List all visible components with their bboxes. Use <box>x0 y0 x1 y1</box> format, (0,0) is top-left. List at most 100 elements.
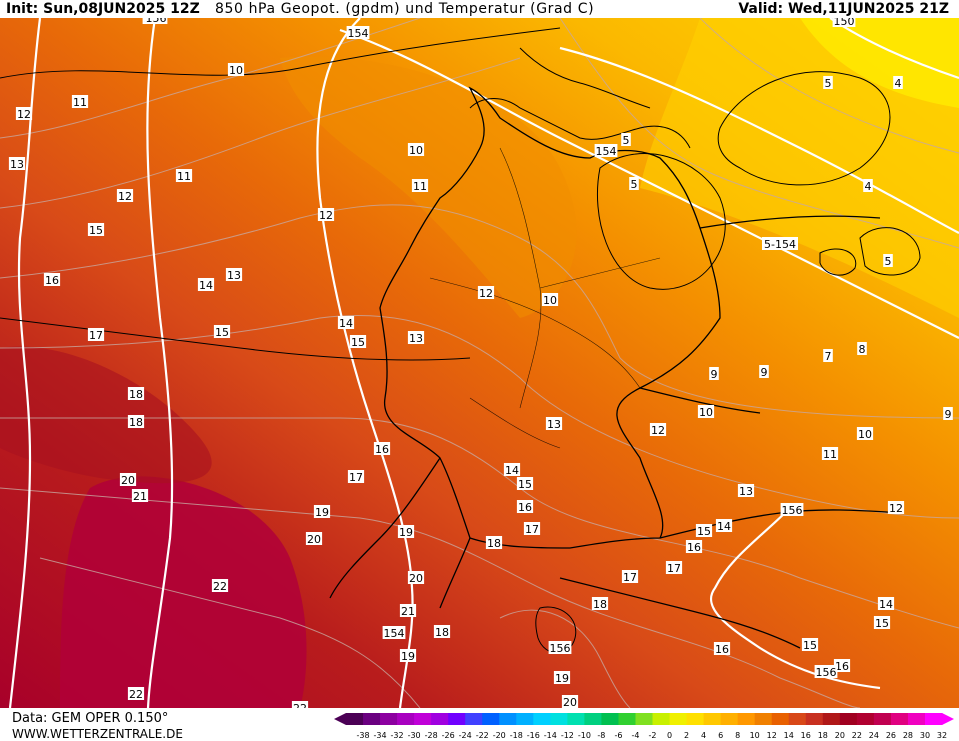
temperature-label-text: 13 <box>739 485 753 498</box>
temperature-label-text: 7 <box>825 350 832 363</box>
temperature-label-bg <box>685 540 703 553</box>
temperature-label: 18 <box>485 536 503 550</box>
temperature-label-bg <box>116 189 134 202</box>
legend-tick-label: -16 <box>527 731 540 740</box>
geopotential-label: 154 <box>594 144 618 158</box>
legend-tick-label: 14 <box>784 731 794 740</box>
geopotential-label-bg <box>621 133 631 146</box>
geopotential-label: 4 <box>863 179 873 193</box>
temperature-label-bg <box>523 522 541 535</box>
temperature-label-text: 17 <box>525 523 539 536</box>
geopotential-label-bg <box>346 26 370 39</box>
temperature-label-bg <box>433 625 451 638</box>
temperature-label-bg <box>503 463 521 476</box>
temperature-label-bg <box>541 293 559 306</box>
temperature-label-bg <box>887 501 905 514</box>
temperature-label-text: 18 <box>129 416 143 429</box>
temperature-label: 20 <box>561 695 579 708</box>
weather-map: 10 10 10 10 10 11 11 11 11 12 12 12 12 12 12 13 13 13 13 13… <box>0 18 959 708</box>
geopotential-label-text: 156 <box>146 18 167 25</box>
legend-tick-label: 0 <box>667 731 672 740</box>
geopotential-label: 5-154 <box>762 237 798 251</box>
geopotential-label: 150 <box>832 18 856 28</box>
temperature-label: 19 <box>313 505 331 519</box>
temperature-label-bg <box>856 427 874 440</box>
legend-tick-label: 10 <box>750 731 760 740</box>
legend-tick-label: -2 <box>649 731 657 740</box>
legend-tick-label: 8 <box>735 731 740 740</box>
temperature-label-bg <box>737 484 755 497</box>
temperature-label-bg <box>317 208 335 221</box>
temperature-label-text: 12 <box>17 108 31 121</box>
temperature-label-bg <box>313 505 331 518</box>
legend-swatch <box>703 713 722 725</box>
temperature-label-bg <box>759 365 769 378</box>
temperature-label-text: 15 <box>215 326 229 339</box>
temperature-label-bg <box>877 597 895 610</box>
legend-swatch <box>907 713 926 725</box>
temperature-label-bg <box>347 470 365 483</box>
geopotential-label-bg <box>144 18 168 24</box>
temperature-label: 12 <box>317 208 335 222</box>
website-credit: WWW.WETTERZENTRALE.DE <box>12 727 183 741</box>
temperature-label-text: 12 <box>319 209 333 222</box>
temperature-label-text: 21 <box>401 605 415 618</box>
temperature-label-bg <box>621 570 639 583</box>
legend-tick-label: -38 <box>356 731 369 740</box>
geopotential-label: 5 <box>629 177 639 191</box>
temperature-label: 15 <box>516 477 534 491</box>
temperature-label-bg <box>131 489 149 502</box>
geopotential-label-bg <box>780 503 804 516</box>
temperature-label-bg <box>15 107 33 120</box>
temperature-label-text: 18 <box>487 537 501 550</box>
legend-tick-label: -12 <box>561 731 574 740</box>
temperature-label: 14 <box>503 463 521 477</box>
temperature-label: 13 <box>8 157 26 171</box>
temperature-label-bg <box>407 143 425 156</box>
temperature-label-text: 18 <box>129 388 143 401</box>
temperature-label-bg <box>665 561 683 574</box>
temperature-label-text: 12 <box>889 502 903 515</box>
temperature-label-bg <box>695 524 713 537</box>
temperature-label: 12 <box>116 189 134 203</box>
temperature-label-text: 10 <box>699 406 713 419</box>
temperature-label-bg <box>801 638 819 651</box>
legend-swatch <box>380 713 398 725</box>
geopotential-label-text: 4 <box>865 180 872 193</box>
legend-swatch <box>533 713 551 725</box>
temperature-label-text: 18 <box>593 598 607 611</box>
temperature-labels: 10 10 10 10 10 11 11 11 11 12 12 12 12 12 12 13 13 13 13 13… <box>8 63 953 708</box>
temperature-label-text: 14 <box>339 317 353 330</box>
temperature-label-text: 11 <box>413 180 427 193</box>
temperature-label-text: 15 <box>875 617 889 630</box>
legend-swatch <box>924 713 943 725</box>
temperature-label-text: 15 <box>803 639 817 652</box>
temperature-label-bg <box>305 532 323 545</box>
temperature-label: 22 <box>211 579 229 593</box>
legend-swatch <box>822 713 841 725</box>
temperature-label-bg <box>477 286 495 299</box>
geopotential-label-text: 5 <box>825 77 832 90</box>
temperature-label-bg <box>213 325 231 338</box>
data-source: Data: GEM OPER 0.150° <box>12 711 169 726</box>
temperature-label: 18 <box>433 625 451 639</box>
color-legend: -38 -34 -32 -30 -28 -26 -24 -22 -20 -18 -16 -14 -12-… <box>334 713 954 740</box>
temperature-label-bg <box>211 579 229 592</box>
legend-tick-label: -30 <box>408 731 421 740</box>
legend-tick-label: -8 <box>597 731 605 740</box>
geopotential-label-bg <box>548 641 572 654</box>
temperature-label-bg <box>943 407 953 420</box>
geopotential-label-bg <box>893 76 903 89</box>
legend-swatch <box>788 713 807 725</box>
legend-swatch <box>397 713 415 725</box>
temperature-label-text: 11 <box>73 96 87 109</box>
legend-swatch <box>839 713 858 725</box>
temperature-label-text: 15 <box>697 525 711 538</box>
temperature-label-text: 17 <box>667 562 681 575</box>
legend-swatch <box>856 713 875 725</box>
temperature-label: 19 <box>553 671 571 685</box>
legend-tick-label: -26 <box>442 731 455 740</box>
legend-tick-label: -14 <box>544 731 557 740</box>
temperature-label: 16 <box>713 642 731 656</box>
map-title: 850 hPa Geopot. (gpdm) und Temperatur (G… <box>215 1 595 17</box>
